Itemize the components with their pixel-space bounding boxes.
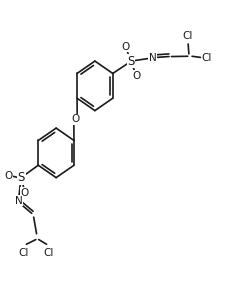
Text: O: O bbox=[71, 114, 80, 124]
Text: Cl: Cl bbox=[202, 53, 212, 63]
Text: S: S bbox=[127, 55, 135, 68]
Text: Cl: Cl bbox=[183, 31, 193, 41]
Text: O: O bbox=[4, 171, 13, 181]
Text: Cl: Cl bbox=[19, 248, 29, 258]
Text: O: O bbox=[20, 188, 28, 198]
Text: O: O bbox=[132, 71, 140, 81]
Text: N: N bbox=[149, 53, 157, 63]
Text: Cl: Cl bbox=[44, 248, 54, 258]
Text: S: S bbox=[18, 171, 25, 184]
Text: O: O bbox=[122, 42, 130, 52]
Text: N: N bbox=[15, 196, 22, 206]
